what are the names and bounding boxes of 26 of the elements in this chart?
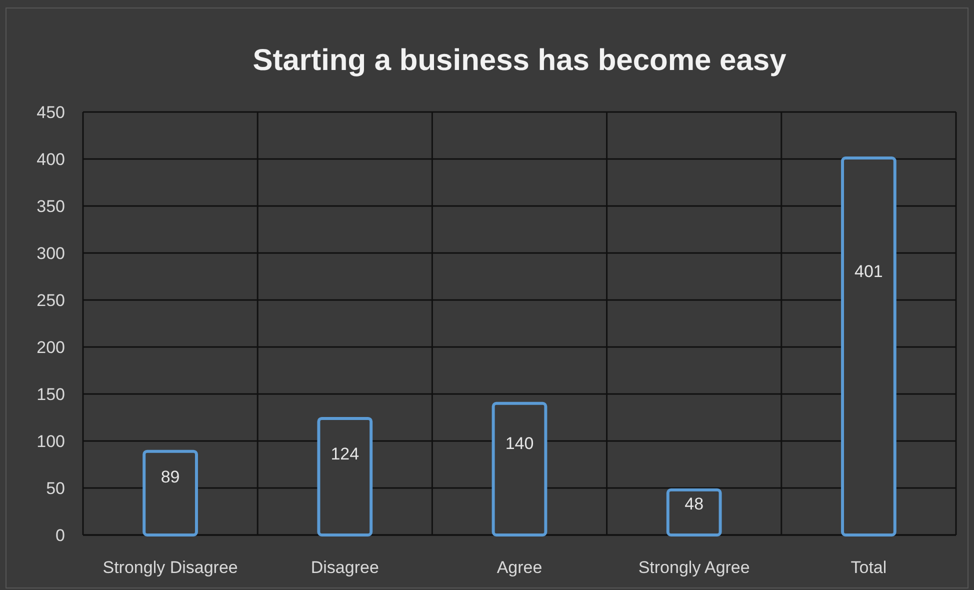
x-tick-label: Total [850,558,887,577]
bar [317,416,373,536]
bar [142,450,198,536]
data-label: 401 [854,262,883,282]
x-tick-label: Agree [496,558,542,577]
y-tick-label: 300 [36,244,65,263]
data-label: 124 [330,444,360,464]
bar [666,488,722,536]
y-tick-label: 200 [36,338,65,357]
x-tick-label: Disagree [310,558,379,577]
data-label: 140 [505,434,534,453]
y-tick-label: 450 [36,103,65,122]
y-tick-label: 100 [36,432,65,451]
y-tick-label: 250 [36,291,65,310]
bar [492,402,548,536]
y-tick-label: 350 [36,197,65,216]
chart-title: Starting a business has become easy [252,44,787,77]
y-tick-label: 400 [36,150,65,169]
y-tick-label: 0 [56,526,65,545]
x-tick-label: Strongly Agree [638,558,750,577]
bar [841,156,896,536]
y-tick-label: 50 [46,479,65,498]
data-label: 48 [684,494,704,514]
data-label: 89 [160,467,180,486]
x-tick-label: Strongly Disagree [102,558,238,577]
y-tick-label: 150 [36,385,65,404]
